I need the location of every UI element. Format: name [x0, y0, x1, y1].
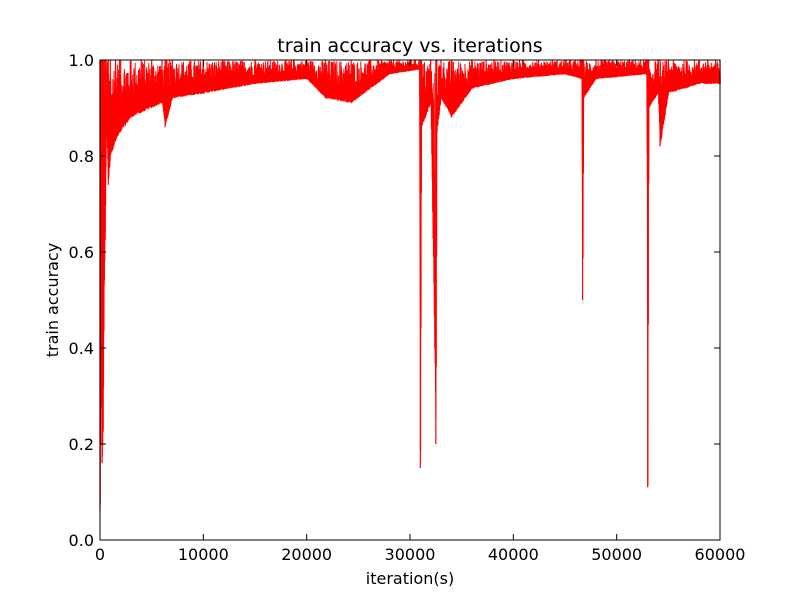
x-tick-label: 40000	[488, 545, 539, 564]
y-tick-label: 0.2	[69, 435, 94, 454]
x-tick-label: 10000	[178, 545, 229, 564]
y-tick-label: 0.4	[69, 339, 94, 358]
x-tick-label: 50000	[591, 545, 642, 564]
y-tick-label: 0.8	[69, 147, 94, 166]
ticks-layer: 0 10000 20000 30000 40000 50000 60000 0.0 0.2 0.4…	[69, 51, 746, 564]
y-tick-label: 0.6	[69, 243, 94, 262]
x-tick-label: 0	[95, 545, 105, 564]
x-tick-label: 30000	[385, 545, 436, 564]
y-tick-label: 0.0	[69, 531, 94, 550]
x-tick-label: 20000	[281, 545, 332, 564]
y-tick-label: 1.0	[69, 51, 94, 70]
chart-title: train accuracy vs. iterations	[277, 35, 542, 57]
x-axis-label: iteration(s)	[366, 569, 454, 588]
y-axis-label: train accuracy	[43, 243, 62, 358]
x-tick-label: 60000	[695, 545, 746, 564]
